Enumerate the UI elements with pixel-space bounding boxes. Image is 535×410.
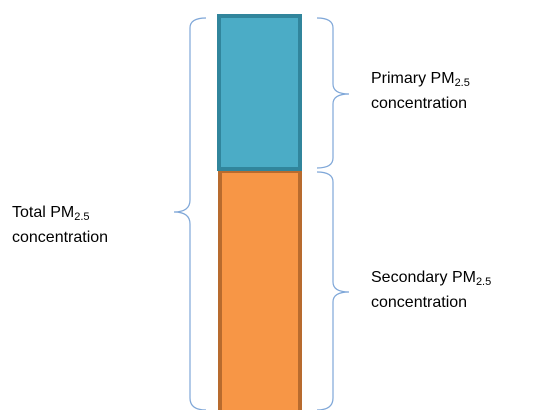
primary-label-text: Primary PM (371, 70, 455, 87)
primary-brace (316, 17, 350, 169)
primary-pm25-block (217, 14, 302, 171)
total-label-line2: concentration (12, 229, 109, 246)
primary-label-subscript: 2.5 (454, 77, 470, 89)
total-label-text: Total PM (12, 204, 75, 221)
secondary-label-line2: concentration (371, 294, 468, 311)
secondary-label-text: Secondary PM (371, 269, 476, 286)
secondary-brace (316, 171, 350, 410)
primary-label-line2: concentration (371, 95, 468, 112)
primary-label-line1: Primary PM2.5 (371, 66, 470, 91)
secondary-label-subscript: 2.5 (475, 276, 492, 288)
secondary-pm25-label: Secondary PM2.5 concentration (371, 265, 491, 315)
total-pm25-label: Total PM2.5 concentration (12, 200, 108, 250)
primary-pm25-label: Primary PM2.5 concentration (371, 66, 470, 116)
secondary-pm25-block (218, 169, 302, 410)
total-label-subscript: 2.5 (74, 211, 90, 223)
total-label-line1: Total PM2.5 (12, 200, 108, 225)
total-brace (173, 17, 207, 410)
secondary-label-line1: Secondary PM2.5 (371, 265, 491, 290)
